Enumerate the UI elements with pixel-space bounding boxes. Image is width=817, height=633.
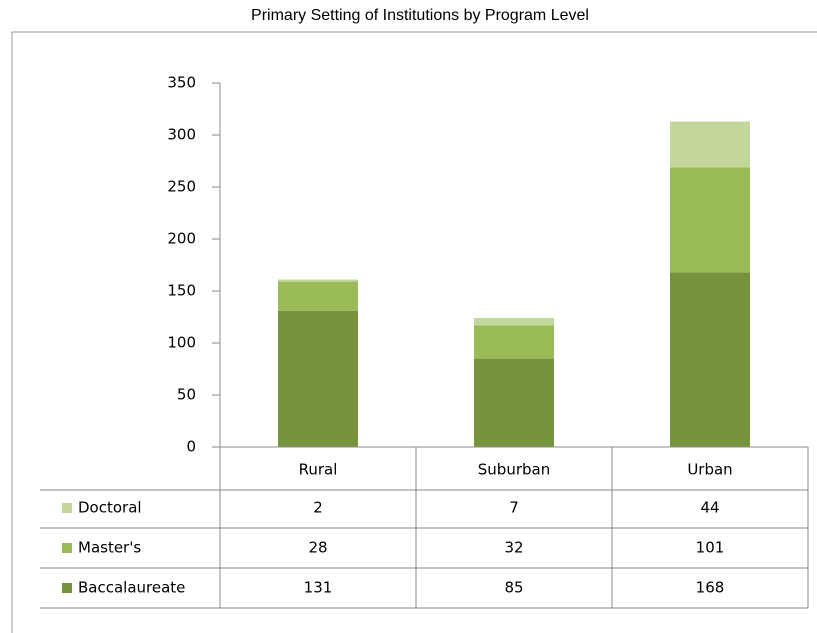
legend-label: Master's xyxy=(78,539,141,557)
bar-segment xyxy=(670,121,750,168)
chart-frame xyxy=(11,31,817,633)
y-tick-label: 0 xyxy=(186,438,196,456)
legend-key xyxy=(62,543,72,553)
bar-segment xyxy=(474,325,554,359)
y-tick-label: 150 xyxy=(167,282,196,300)
bar-segment xyxy=(474,358,554,447)
x-tick-label: Urban xyxy=(687,461,732,479)
legend-key xyxy=(62,503,72,513)
table-value: 101 xyxy=(696,539,725,557)
x-tick-label: Rural xyxy=(299,461,338,479)
table-value: 168 xyxy=(696,579,725,597)
bar-segment xyxy=(474,318,554,326)
legend-label: Baccalaureate xyxy=(78,579,185,597)
table-value: 7 xyxy=(509,499,519,517)
y-tick-label: 200 xyxy=(167,230,196,248)
legend-key xyxy=(62,583,72,593)
y-tick-label: 300 xyxy=(167,126,196,144)
table-value: 32 xyxy=(504,539,523,557)
bar-segment xyxy=(278,279,358,282)
bar-segment xyxy=(278,281,358,311)
table-value: 28 xyxy=(308,539,327,557)
y-tick-label: 50 xyxy=(177,386,196,404)
bar-segment xyxy=(278,310,358,447)
y-tick-label: 100 xyxy=(167,334,196,352)
table-value: 131 xyxy=(304,579,333,597)
y-tick-label: 350 xyxy=(167,74,196,92)
bar-segment xyxy=(670,272,750,447)
x-tick-label: Suburban xyxy=(478,461,550,479)
table-value: 85 xyxy=(504,579,523,597)
table-value: 44 xyxy=(700,499,719,517)
bar-segment xyxy=(670,167,750,273)
chart-title: Primary Setting of Institutions by Progr… xyxy=(251,7,589,24)
table-value: 2 xyxy=(313,499,323,517)
y-tick-label: 250 xyxy=(167,178,196,196)
legend-label: Doctoral xyxy=(78,499,142,517)
